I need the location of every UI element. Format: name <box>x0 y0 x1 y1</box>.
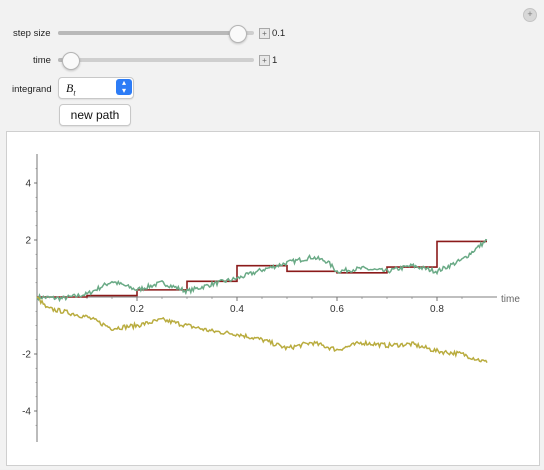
yellow-path-series <box>36 296 488 363</box>
new-path-button[interactable]: new path <box>59 104 131 126</box>
step-size-value: 0.1 <box>272 28 286 39</box>
step-size-slider-thumb[interactable] <box>229 25 247 43</box>
plus-circle-icon[interactable]: + <box>523 8 537 22</box>
step-size-expand-icon[interactable]: + <box>259 28 270 39</box>
y-ticks: 4 2 -2 -4 <box>22 168 37 426</box>
chart-svg: 0.2 0.4 0.6 0.8 4 2 -2 -4 time <box>22 154 520 442</box>
integrand-label: integrand <box>12 84 52 95</box>
x-tick-label: 0.4 <box>230 304 244 315</box>
x-tick-label: 0.8 <box>430 304 444 315</box>
x-tick-label: 0.6 <box>330 304 344 315</box>
integrand-subscript: t <box>73 88 76 98</box>
green-path-series <box>36 238 488 303</box>
series-group <box>36 238 488 363</box>
y-tick-label: -4 <box>22 407 31 418</box>
x-tick-label: 0.2 <box>130 304 144 315</box>
y-tick-label: 4 <box>25 179 31 190</box>
time-expand-icon[interactable]: + <box>259 55 270 66</box>
step-size-label: step size <box>13 28 51 39</box>
y-tick-label: 2 <box>25 236 31 247</box>
x-axis-label: time <box>501 294 520 305</box>
integrand-select[interactable]: Bt ▴ ▾ <box>58 77 134 99</box>
integrand-selected-value: Bt <box>66 81 76 97</box>
step-size-slider-fill <box>58 31 237 35</box>
plot-area: 0.2 0.4 0.6 0.8 4 2 -2 -4 time <box>6 131 540 466</box>
step-size-slider[interactable] <box>58 31 254 35</box>
time-label: time <box>33 55 51 66</box>
chevron-updown-icon: ▴ ▾ <box>116 79 132 95</box>
x-ticks: 0.2 0.4 0.6 0.8 <box>61 297 463 315</box>
integrand-base: B <box>66 81 74 95</box>
y-tick-label: -2 <box>22 350 31 361</box>
time-slider[interactable] <box>58 58 254 62</box>
time-value: 1 <box>272 55 278 66</box>
time-slider-thumb[interactable] <box>61 52 80 70</box>
